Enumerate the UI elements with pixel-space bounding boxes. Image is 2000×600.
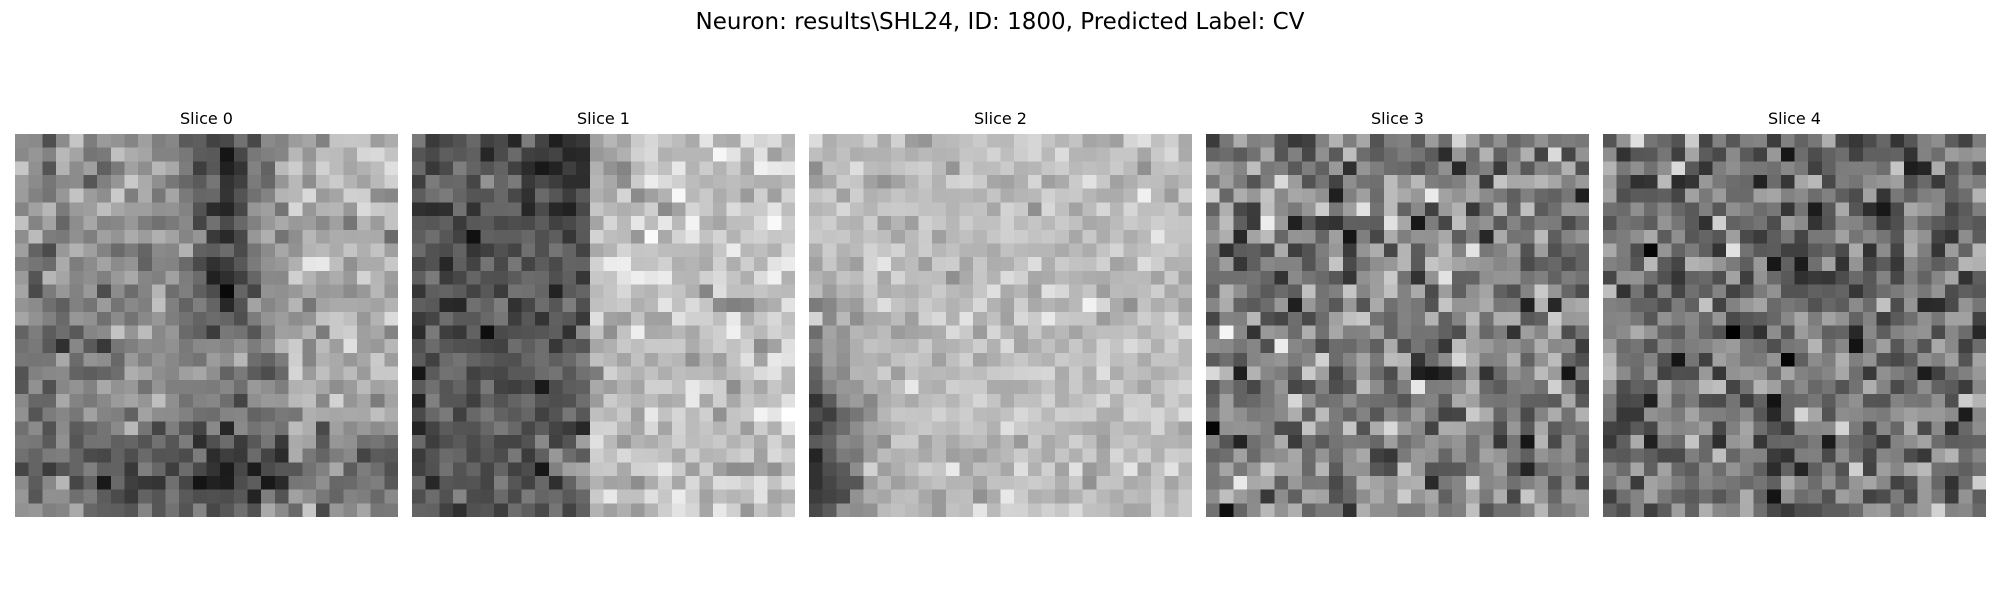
slice-title: Slice 1 bbox=[577, 109, 630, 128]
slice-image-2 bbox=[809, 134, 1192, 517]
slice-title: Slice 3 bbox=[1371, 109, 1424, 128]
figure-title: Neuron: results\SHL24, ID: 1800, Predict… bbox=[695, 9, 1305, 35]
slice-panel-0: Slice 0 bbox=[15, 108, 398, 517]
slice-panel-2: Slice 2 bbox=[809, 108, 1192, 517]
slice-title: Slice 0 bbox=[180, 109, 233, 128]
slice-image-0 bbox=[15, 134, 398, 517]
slice-image-4 bbox=[1603, 134, 1986, 517]
slice-title: Slice 4 bbox=[1768, 109, 1821, 128]
slice-panel-1: Slice 1 bbox=[412, 108, 795, 517]
slice-title: Slice 2 bbox=[974, 109, 1027, 128]
slice-image-3 bbox=[1206, 134, 1589, 517]
slice-image-1 bbox=[412, 134, 795, 517]
slice-panel-3: Slice 3 bbox=[1206, 108, 1589, 517]
slice-panel-4: Slice 4 bbox=[1603, 108, 1986, 517]
